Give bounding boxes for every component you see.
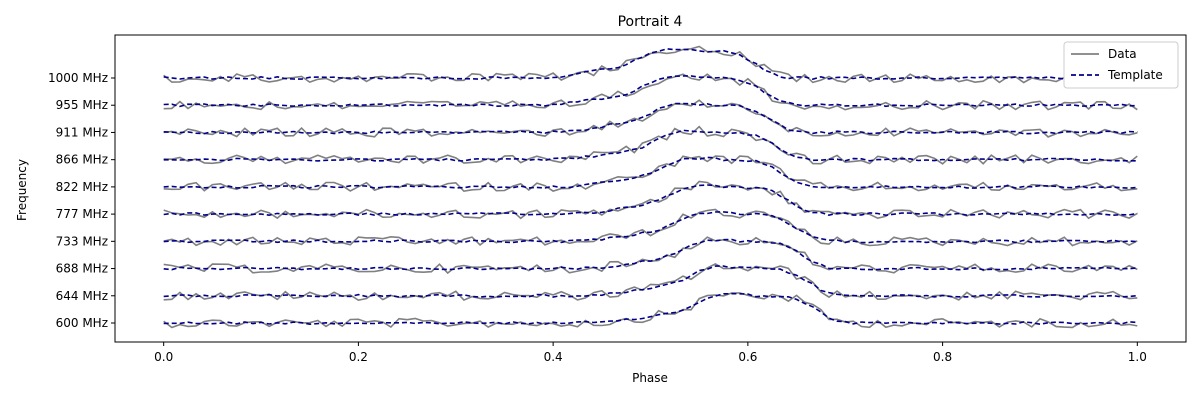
template-series-line <box>163 48 1138 81</box>
x-tick-label: 0.0 <box>154 350 173 364</box>
template-series-line <box>163 184 1138 217</box>
y-tick-label: 733 MHz <box>56 234 108 248</box>
y-tick-label: 688 MHz <box>56 262 108 276</box>
template-series-line <box>163 292 1138 326</box>
y-tick-label: 777 MHz <box>56 207 108 221</box>
y-tick-label: 644 MHz <box>56 289 108 303</box>
x-tick-label: 0.6 <box>738 350 757 364</box>
y-tick-label: 911 MHz <box>56 125 108 139</box>
data-series-line <box>163 99 1138 138</box>
y-axis: 600 MHz 644 MHz 688 MHz 733 MHz 777 MHz 822 M… <box>48 71 115 330</box>
x-tick-label: 0.2 <box>349 350 368 364</box>
x-axis: 0.0 0.2 0.4 0.6 0.8 1.0 <box>154 342 1147 364</box>
template-series-line <box>163 156 1138 189</box>
y-tick-label: 600 MHz <box>56 316 108 330</box>
data-series-line <box>163 292 1138 329</box>
data-series-line <box>163 208 1138 247</box>
legend: Data Template <box>1063 41 1179 89</box>
series-layer <box>163 45 1138 329</box>
template-series-line <box>163 211 1138 244</box>
template-series-line <box>163 238 1138 271</box>
template-series-line <box>163 265 1138 298</box>
y-tick-label: 822 MHz <box>56 180 108 194</box>
y-tick-label: 866 MHz <box>56 153 108 167</box>
chart-title: Portrait 4 <box>618 14 683 30</box>
data-series-line <box>163 180 1138 220</box>
plot-area <box>114 34 1187 343</box>
data-series-line <box>163 125 1138 165</box>
legend-data-label: Data <box>1108 47 1137 61</box>
x-tick-label: 1.0 <box>1128 350 1147 364</box>
template-series-line <box>163 102 1138 135</box>
template-series-line <box>163 129 1138 162</box>
legend-template-label: Template <box>1107 68 1163 82</box>
x-tick-label: 0.4 <box>544 350 563 364</box>
y-tick-label: 955 MHz <box>56 98 108 112</box>
y-tick-label: 1000 MHz <box>48 71 108 85</box>
template-series-line <box>163 75 1138 108</box>
x-axis-label: Phase <box>632 371 668 385</box>
y-axis-label: Frequency <box>15 159 29 221</box>
x-tick-label: 0.8 <box>933 350 952 364</box>
data-series-line <box>163 45 1138 84</box>
